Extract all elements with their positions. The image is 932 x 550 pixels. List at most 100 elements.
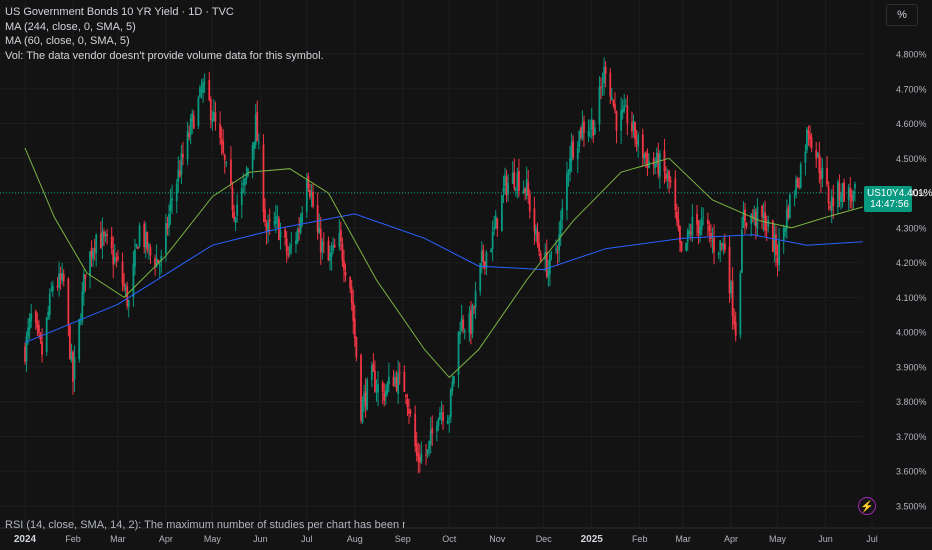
rsi-study-note[interactable]: RSI (14, close, SMA, 14, 2): The maximum… <box>5 519 405 531</box>
candle-body <box>363 393 365 402</box>
candle-body <box>658 153 661 177</box>
candle-body <box>50 289 53 291</box>
candle-body <box>762 213 765 219</box>
candle-body <box>459 331 461 335</box>
legend-title[interactable]: US Government Bonds 10 YR Yield · 1D · T… <box>5 6 234 18</box>
candle-body <box>652 158 655 165</box>
candle-body <box>192 115 195 129</box>
candle-body <box>58 273 60 288</box>
candle-body <box>587 130 590 137</box>
ma-60-line <box>24 147 863 379</box>
candle-body <box>56 285 59 288</box>
candle-body <box>70 352 73 361</box>
candle-body <box>799 164 802 188</box>
candle-body <box>230 159 232 185</box>
candle-body <box>713 237 715 253</box>
candle-body <box>408 408 410 414</box>
candle-body <box>121 261 124 284</box>
candle-body <box>225 162 228 164</box>
legend-ma244[interactable]: MA (244, close, 0, SMA, 5) <box>5 20 136 33</box>
candle-body <box>361 400 364 423</box>
candle-body <box>168 213 170 228</box>
candle-body <box>316 205 319 232</box>
candle-body <box>609 72 612 97</box>
candle-body <box>570 142 573 162</box>
candle-body <box>143 224 146 248</box>
candle-body <box>322 243 325 245</box>
candle-body <box>453 376 455 384</box>
candle-body <box>700 219 703 230</box>
percent-scale-button[interactable]: % <box>886 4 918 26</box>
legend-ma60[interactable]: MA (60, close, 0, SMA, 5) <box>5 35 130 47</box>
candle-body <box>457 331 460 375</box>
candle-body <box>810 137 813 149</box>
candle-body <box>431 428 434 434</box>
candle-body <box>34 311 37 323</box>
x-tick-label: Sep <box>395 534 411 544</box>
y-tick-label: 4.800% <box>896 50 927 60</box>
candle-body <box>99 233 102 249</box>
candle-body <box>278 218 280 240</box>
candle-body <box>843 182 845 202</box>
candle-body <box>51 285 54 291</box>
candle-body <box>473 307 475 309</box>
candle-body <box>511 173 514 184</box>
candle-body <box>567 170 570 175</box>
candle-body <box>440 412 443 414</box>
x-tick-label: Feb <box>632 534 648 544</box>
candle-body <box>274 216 277 225</box>
candle-body <box>386 383 389 394</box>
candle-body <box>734 322 737 336</box>
candle-body <box>199 87 201 97</box>
candle-body <box>451 381 454 392</box>
candle-body <box>782 228 785 241</box>
candle-body <box>578 130 581 147</box>
candle-body <box>182 154 184 158</box>
candle-body <box>257 142 260 144</box>
candle-body <box>307 176 310 188</box>
candle-body <box>550 252 553 254</box>
candle-body <box>115 259 118 261</box>
y-axis[interactable]: 4.800%4.700%4.600%4.500%4.400%4.300%4.20… <box>896 50 927 512</box>
candle-body <box>256 111 259 142</box>
lightning-icon[interactable]: ⚡ <box>858 497 876 515</box>
candle-body <box>101 231 104 246</box>
candle-body <box>680 241 683 251</box>
legend-volume[interactable]: Vol: The data vendor doesn't provide vol… <box>5 49 324 62</box>
candle-body <box>720 243 723 246</box>
candle-body <box>710 232 712 239</box>
candle-body <box>417 452 420 461</box>
candle-body <box>387 376 390 385</box>
x-tick-label: May <box>204 534 222 544</box>
candle-body <box>717 253 720 255</box>
candle-body <box>829 205 832 209</box>
candle-body <box>296 230 299 243</box>
candle-body <box>677 219 680 229</box>
x-tick-label: May <box>769 534 787 544</box>
candle-body <box>771 220 774 252</box>
candle-body <box>147 244 150 247</box>
x-tick-label: Nov <box>489 534 506 544</box>
candle-body <box>818 154 821 174</box>
candle-body <box>299 218 302 233</box>
candle-body <box>524 188 527 193</box>
candle-body <box>776 258 779 263</box>
candle-body <box>566 173 568 211</box>
y-tick-label: 3.800% <box>896 397 927 407</box>
candle-body <box>27 327 29 336</box>
candle-body <box>405 394 407 397</box>
y-tick-label: 4.200% <box>896 258 927 268</box>
candle-body <box>135 244 138 247</box>
candle-body <box>370 365 373 380</box>
x-axis[interactable]: 2024 Feb Mar Apr May Jun Jul Aug Sep Oct Nov Dec 202… <box>14 534 878 545</box>
y-tick-label: 4.300% <box>896 223 927 233</box>
candle-body <box>838 183 841 201</box>
candle-body <box>849 189 852 197</box>
candle-body <box>787 207 790 218</box>
candle-body <box>350 286 353 304</box>
candle-body <box>483 261 486 268</box>
candle-body <box>501 194 503 231</box>
candle-body <box>572 140 575 158</box>
candle-body <box>761 206 763 217</box>
